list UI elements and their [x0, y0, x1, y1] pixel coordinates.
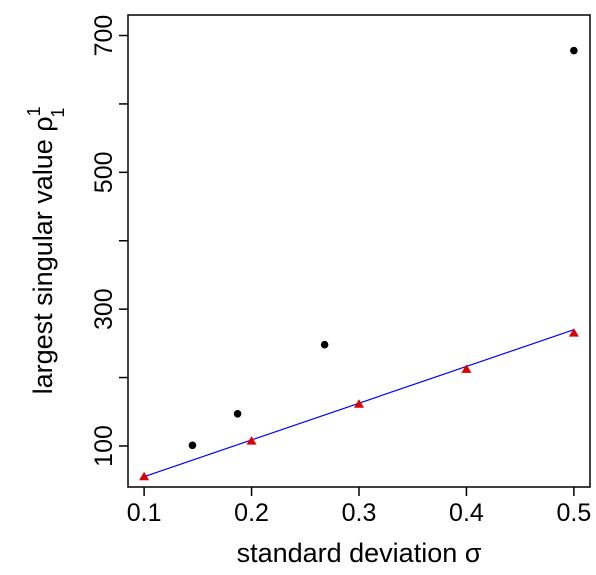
x-tick-label: 0.2 [234, 499, 269, 527]
y-axis-title-subscript: 1 [48, 108, 68, 118]
y-axis-title: largest singular value ρ1 1 [24, 106, 68, 394]
data-point-triangle [246, 436, 257, 445]
x-tick-label: 0.5 [557, 499, 592, 527]
plot-frame [127, 14, 591, 488]
data-point-circle [320, 340, 329, 349]
data-point-circle [188, 441, 197, 450]
data-point-circle [570, 46, 578, 55]
data-point-triangle [461, 364, 472, 373]
y-axis-title-superscript: 1 [24, 106, 44, 116]
y-tick-label: 300 [90, 288, 118, 330]
x-axis-title: standard deviation σ [237, 538, 482, 568]
data-point-triangle [568, 328, 579, 337]
data-point-circle [233, 410, 242, 418]
data-point-triangle [354, 399, 364, 408]
x-tick-label: 0.3 [342, 499, 377, 527]
y-axis-title-main: largest singular value ρ [28, 116, 58, 394]
y-tick-label: 700 [90, 15, 118, 57]
x-tick-label: 0.1 [127, 499, 162, 527]
y-tick-label: 500 [90, 151, 118, 193]
y-axis: 100 300 500 700 [90, 15, 128, 467]
data-point-triangle [139, 471, 150, 481]
x-axis: 0.1 0.2 0.3 0.4 0.5 [127, 487, 592, 527]
series-layer [139, 46, 579, 481]
y-tick-label: 100 [90, 425, 118, 467]
x-tick-label: 0.4 [449, 499, 484, 527]
